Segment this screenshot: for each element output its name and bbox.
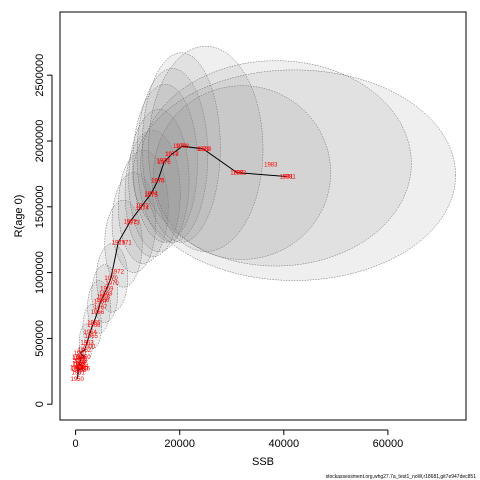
year-label-1967: 1967	[94, 305, 108, 311]
year-label-1970: 1970	[104, 276, 118, 282]
year-label-1965: 1965	[87, 321, 101, 327]
year-label-1966: 1966	[91, 310, 105, 316]
year-label-1990: 1990	[75, 367, 89, 373]
year-label-1981: 1981	[280, 175, 294, 181]
y-tick-label: 1000000	[34, 251, 46, 294]
x-tick-label: 40000	[269, 438, 300, 450]
trajectory-polyline	[75, 145, 287, 380]
year-label-1971: 1971	[118, 240, 132, 246]
year-label-1975: 1975	[151, 178, 165, 184]
year-label-1974: 1974	[144, 192, 158, 198]
year-label-1979: 1979	[173, 144, 187, 150]
year-label-1950: 1950	[70, 377, 84, 383]
year-label-1968: 1968	[96, 298, 110, 304]
year-label-1975: 1975	[144, 193, 158, 199]
year-label-1968: 1968	[97, 294, 111, 300]
year-label-1976: 1976	[151, 178, 165, 184]
year-label-1966: 1966	[87, 323, 101, 329]
year-label-1961: 1961	[74, 351, 88, 357]
confidence-ellipse-9	[118, 149, 169, 264]
year-label-1988: 1988	[73, 363, 87, 369]
confidence-ellipse-17	[140, 60, 412, 267]
year-label-1981: 1981	[282, 175, 296, 181]
year-label-1976: 1976	[157, 160, 171, 166]
y-tick-label: 2000000	[34, 120, 46, 163]
year-label-1972: 1972	[111, 269, 125, 275]
year-label-1980: 1980	[198, 147, 212, 153]
year-label-1963: 1963	[80, 340, 94, 346]
confidence-ellipse-13	[136, 68, 209, 243]
year-label-1971: 1971	[112, 240, 126, 246]
year-label-1954: 1954	[75, 364, 89, 370]
year-label-2005: 2005	[73, 359, 87, 365]
y-tick-label: 1500000	[34, 185, 46, 228]
year-label-1970: 1970	[105, 281, 119, 287]
year-labels: 1950195119521953195419551956195719581959…	[70, 144, 296, 383]
confidence-ellipse-7	[104, 199, 143, 288]
footnote: stockassessment.org,whg27.7a_test1_noW,r…	[326, 474, 477, 480]
y-tick-label: 500000	[34, 320, 46, 357]
year-label-1957: 1957	[70, 365, 84, 371]
year-label-1982: 1982	[233, 171, 247, 177]
x-axis: 0 20000 40000 60000	[73, 429, 404, 450]
year-label-1973: 1973	[136, 203, 150, 209]
year-label-1958: 1958	[74, 359, 88, 365]
confidence-ellipse-11	[128, 109, 190, 252]
confidence-ellipse-8	[111, 172, 157, 273]
year-label-1977: 1977	[156, 159, 170, 165]
confidence-ellipse-15	[148, 45, 264, 252]
year-label-1952: 1952	[71, 367, 85, 373]
x-axis-title: SSB	[252, 456, 274, 468]
year-label-1977: 1977	[165, 152, 179, 158]
year-label-2000: 2000	[82, 344, 96, 350]
year-label-1953: 1953	[73, 368, 87, 374]
year-label-1964: 1964	[72, 355, 86, 361]
confidence-ellipse-12	[132, 84, 198, 243]
year-label-1978: 1978	[165, 152, 179, 158]
trajectory-line	[75, 145, 287, 380]
year-label-1979: 1979	[196, 147, 210, 153]
y-tick-label: 0	[34, 401, 46, 407]
year-label-1960: 1960	[77, 355, 91, 361]
year-label-1962: 1962	[78, 348, 92, 354]
year-label-1978: 1978	[176, 144, 190, 150]
year-label-1967: 1967	[94, 300, 108, 306]
year-label-1983: 1983	[264, 163, 278, 169]
year-label-1973: 1973	[126, 221, 140, 227]
year-label-1959: 1959	[73, 356, 87, 362]
confidence-ellipse-10	[124, 130, 181, 258]
y-tick-label: 2500000	[34, 54, 46, 97]
x-tick-label: 0	[73, 438, 79, 450]
plot-frame	[59, 11, 467, 421]
year-label-1969: 1969	[100, 286, 114, 292]
year-label-1956: 1956	[77, 367, 91, 373]
year-label-1965: 1965	[85, 334, 99, 340]
year-label-1964: 1964	[84, 330, 98, 336]
year-label-1980: 1980	[230, 171, 244, 177]
year-label-1974: 1974	[136, 206, 150, 212]
x-tick-label: 60000	[373, 438, 404, 450]
year-label-1951: 1951	[72, 371, 86, 377]
year-label-1972: 1972	[124, 219, 138, 225]
confidence-ellipse-18	[132, 69, 456, 281]
year-label-1969: 1969	[99, 292, 113, 298]
x-tick-label: 20000	[164, 438, 195, 450]
confidence-ellipses	[75, 45, 456, 376]
y-axis-title: R(age 0)	[13, 195, 25, 238]
year-label-1955: 1955	[72, 361, 86, 367]
y-axis: 0 500000 1000000 1500000 2000000 2500000	[34, 54, 53, 407]
